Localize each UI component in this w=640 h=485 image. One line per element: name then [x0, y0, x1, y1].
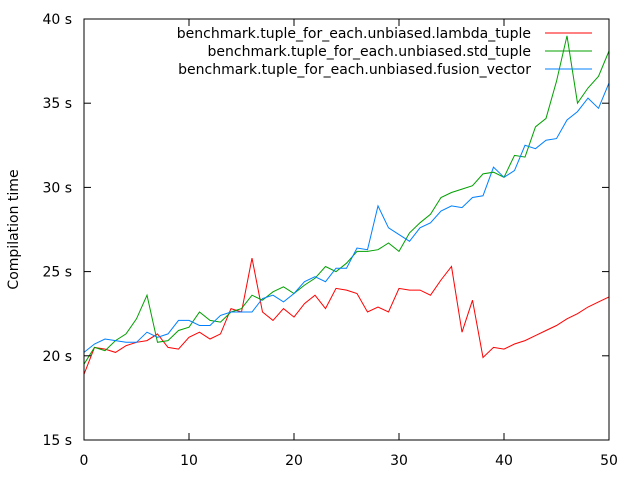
- legend-label: benchmark.tuple_for_each.unbiased.std_tu…: [208, 44, 531, 60]
- legend: benchmark.tuple_for_each.unbiased.lambda…: [177, 26, 592, 78]
- y-tick-label: 35 s: [42, 96, 72, 112]
- x-tick-label: 30: [390, 453, 408, 469]
- x-tick-label: 40: [495, 453, 513, 469]
- series-layer: [83, 35, 610, 375]
- x-tick-label: 50: [600, 453, 618, 469]
- series-line-3: [83, 82, 610, 353]
- y-tick-label: 25 s: [42, 265, 72, 281]
- series-line-1: [83, 258, 610, 375]
- plot-frame: [83, 18, 610, 441]
- y-tick-label: 40 s: [42, 12, 72, 28]
- x-tick-label: 20: [285, 453, 303, 469]
- y-tick-label: 30 s: [42, 180, 72, 196]
- x-tick-label: 0: [80, 453, 89, 469]
- y-tick-label: 15 s: [42, 433, 72, 449]
- y-tick-label: 20 s: [42, 349, 72, 365]
- legend-label: benchmark.tuple_for_each.unbiased.lambda…: [177, 26, 531, 42]
- axes-layer: 15 s 20 s 25 s 30 s 35 s 40 s 0 10 20 30 40 50: [42, 12, 617, 469]
- y-axis-label: Compilation time: [6, 169, 22, 289]
- series-line-2: [83, 35, 610, 365]
- legend-label: benchmark.tuple_for_each.unbiased.fusion…: [178, 62, 531, 78]
- x-tick-label: 10: [180, 453, 198, 469]
